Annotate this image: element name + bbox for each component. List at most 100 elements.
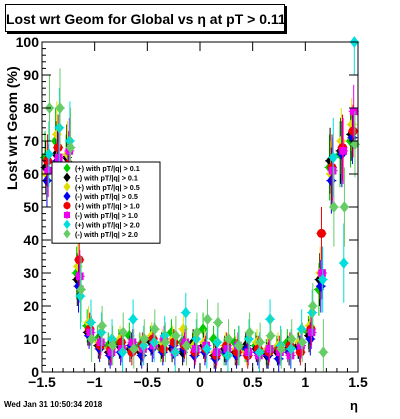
data-point (66, 141, 76, 154)
legend-marker (63, 172, 71, 183)
data-point (349, 107, 358, 116)
data-point (118, 346, 128, 359)
y-tick-label: 30 (23, 265, 39, 281)
data-point (97, 326, 107, 339)
legend-entry: (+) with pT/|q| > 1.0 (63, 201, 140, 211)
data-point (329, 201, 339, 213)
legend-label: (+) with pT/|q| > 2.0 (75, 220, 140, 229)
data-point (166, 326, 176, 339)
legend-label: (-) with pT/|q| > 2.0 (75, 230, 138, 239)
x-axis-title: η (350, 398, 358, 413)
data-point (339, 147, 347, 155)
legend-marker (63, 219, 71, 230)
data-point (318, 273, 328, 286)
data-point (202, 343, 212, 355)
data-point (118, 326, 128, 339)
data-point (297, 336, 307, 349)
data-point (149, 336, 159, 349)
data-point (244, 348, 253, 357)
data-point (198, 323, 208, 335)
x-tick-label: −0.5 (134, 374, 162, 390)
legend-entry: (+) with pT/|q| > 0.1 (63, 163, 140, 173)
data-point (318, 346, 328, 359)
data-point (181, 339, 191, 352)
data-point (74, 255, 84, 265)
x-tick-label: 1.5 (348, 374, 368, 390)
data-point (171, 329, 181, 342)
data-point (307, 328, 316, 337)
axis-ticks-layer: −1.5 −1 −0.5 0 0.5 1 1.5 0 10 20 30 40 50 60 70 80 90 100 (16, 34, 368, 390)
data-point (86, 328, 95, 337)
data-point (128, 338, 137, 347)
legend-entry: (+) with pT/|q| > 0.5 (63, 182, 140, 192)
legend-entry: (-) with pT/|q| > 0.5 (63, 191, 138, 201)
data-point (255, 336, 265, 349)
data-point (97, 338, 105, 347)
legend-marker (63, 191, 71, 201)
legend-label: (+) with pT/|q| > 0.1 (75, 164, 140, 173)
data-point (318, 269, 326, 277)
data-point (224, 333, 234, 345)
data-point (178, 323, 188, 335)
data-point (107, 348, 116, 357)
data-point (212, 348, 221, 357)
data-point (170, 346, 180, 359)
data-point (287, 333, 297, 345)
data-point (213, 316, 223, 329)
data-point (55, 102, 65, 114)
data-point (202, 313, 212, 326)
data-point (73, 260, 83, 273)
data-point (265, 313, 275, 326)
data-point (191, 345, 200, 353)
data-point (76, 283, 86, 296)
data-point (108, 339, 118, 352)
x-tick-label: 1 (301, 374, 309, 390)
data-point (266, 329, 276, 342)
data-point (339, 257, 349, 269)
data-point (286, 343, 296, 355)
data-point (212, 336, 222, 349)
x-tick-label: −1 (87, 374, 103, 390)
data-point (87, 333, 97, 345)
data-point (160, 336, 170, 349)
data-point (328, 151, 338, 164)
data-point (255, 346, 265, 359)
data-point (316, 228, 326, 238)
y-tick-label: 80 (23, 100, 39, 116)
y-tick-label: 70 (23, 133, 39, 149)
y-tick-label: 10 (23, 331, 39, 347)
data-point (53, 143, 63, 153)
y-tick-label: 90 (23, 67, 39, 83)
data-point (75, 290, 85, 302)
legend: (+) with pT/|q| > 0.1(-) with pT/|q| > 0… (51, 161, 161, 244)
y-tick-label: 50 (23, 199, 39, 215)
data-point (181, 306, 191, 319)
legend-marker (63, 211, 71, 219)
data-point (307, 306, 317, 319)
chart-title: Lost wrt Geom for Global vs η at pT > 0.… (5, 4, 286, 32)
timestamp: Wed Jan 31 10:50:34 2018 (4, 400, 103, 409)
data-point (44, 166, 53, 175)
data-point (139, 339, 149, 352)
x-tick-label: 0.5 (243, 374, 263, 390)
x-tick-label: −1.5 (28, 374, 56, 390)
legend-box (51, 161, 161, 244)
data-point (348, 126, 358, 136)
data-point (54, 153, 63, 162)
legend-marker (63, 182, 71, 192)
legend-entry: (-) with pT/|q| > 1.0 (63, 211, 138, 220)
data-point (139, 333, 149, 345)
data-point (308, 300, 318, 312)
data-point (150, 323, 160, 335)
legend-entry: (-) with pT/|q| > 0.1 (63, 172, 138, 183)
y-axis-title: Lost wrt Geom (%) (4, 66, 20, 190)
legend-entry: (+) with pT/|q| > 2.0 (63, 219, 140, 230)
data-point (44, 148, 54, 161)
data-point (54, 121, 64, 134)
y-tick-label: 40 (23, 232, 39, 248)
x-tick-label: 0 (196, 374, 204, 390)
data-point (86, 316, 96, 329)
legend-label: (-) with pT/|q| > 0.5 (75, 192, 138, 201)
